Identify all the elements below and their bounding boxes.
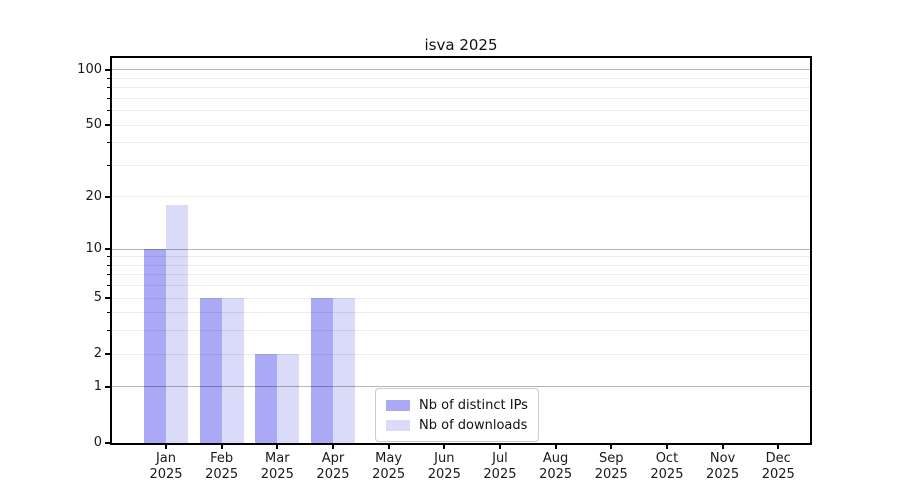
legend-label-distinct-ips: Nb of distinct IPs: [419, 397, 528, 413]
x-tick-mark: [276, 445, 279, 449]
bar-downloads-jan: [166, 205, 188, 443]
y-minor-tick-mark: [107, 142, 110, 144]
bar-downloads-apr: [332, 298, 355, 443]
y-tick-label: 20: [85, 188, 102, 204]
gridline-minor: [112, 110, 810, 112]
gridline-minor: [112, 274, 810, 276]
x-tick-label-jun: Jun 2025: [427, 451, 461, 482]
y-minor-tick-mark: [107, 196, 110, 198]
x-tick-mark: [165, 445, 167, 449]
x-tick-label-nov: Nov 2025: [706, 451, 740, 482]
y-minor-tick-mark: [107, 312, 110, 314]
x-tick-label-jan: Jan 2025: [149, 451, 183, 482]
x-tick-mark: [498, 445, 501, 449]
gridline-minor: [112, 97, 810, 99]
x-tick-mark: [777, 445, 780, 449]
y-minor-tick-mark: [107, 164, 110, 166]
y-tick-label: 50: [85, 117, 102, 133]
y-minor-tick-mark: [107, 87, 110, 89]
bar-distinct-ips-jan: [144, 249, 166, 443]
legend-swatch-distinct-ips: [386, 399, 410, 411]
x-tick-label-oct: Oct 2025: [650, 451, 684, 482]
gridline-minor: [112, 353, 810, 355]
gridline-minor: [112, 124, 810, 126]
legend-label-downloads: Nb of downloads: [419, 417, 528, 433]
gridline-minor: [112, 264, 810, 266]
x-tick-mark: [443, 445, 446, 449]
y-tick-label: 2: [93, 346, 102, 362]
x-tick-mark: [665, 445, 668, 449]
gridline-major: [112, 248, 810, 250]
y-minor-tick-mark: [107, 353, 110, 355]
gridline-major: [112, 69, 810, 71]
gridline-minor: [112, 312, 810, 314]
bar-distinct-ips-mar: [255, 354, 278, 443]
y-minor-tick-mark: [107, 274, 110, 276]
x-tick-label-aug: Aug 2025: [539, 451, 573, 482]
x-tick-mark: [331, 445, 334, 449]
chart-title: isva 2025: [424, 36, 498, 54]
gridline-minor: [112, 256, 810, 258]
y-tick-label: 1: [93, 378, 102, 394]
y-minor-tick-mark: [107, 285, 110, 287]
legend: Nb of distinct IPs Nb of downloads: [375, 388, 539, 442]
x-tick-label-sep: Sep 2025: [594, 451, 628, 482]
bar-distinct-ips-feb: [199, 298, 222, 443]
gridline-minor: [112, 87, 810, 89]
y-tick-mark: [105, 385, 110, 388]
x-tick-mark: [721, 445, 724, 449]
y-tick-label: 0: [93, 435, 102, 450]
plot-area: Nb of distinct IPs Nb of downloads: [110, 56, 812, 445]
legend-item-downloads: Nb of downloads: [386, 415, 528, 435]
y-minor-tick-mark: [107, 110, 110, 112]
x-tick-mark: [554, 445, 557, 449]
y-minor-tick-mark: [107, 97, 110, 99]
y-minor-tick-mark: [107, 124, 110, 126]
y-minor-tick-mark: [107, 264, 110, 266]
gridline-minor: [112, 164, 810, 166]
x-tick-mark: [220, 445, 223, 449]
y-minor-tick-mark: [107, 256, 110, 258]
gridline-minor: [112, 297, 810, 299]
gridline-minor: [112, 330, 810, 332]
x-tick-mark: [387, 445, 390, 449]
x-tick-label-may: May 2025: [372, 451, 406, 482]
y-tick-mark: [105, 68, 110, 71]
x-tick-label-mar: Mar 2025: [260, 451, 294, 482]
legend-item-distinct-ips: Nb of distinct IPs: [386, 395, 528, 415]
bar-downloads-feb: [221, 298, 244, 443]
y-tick-label: 10: [85, 241, 102, 257]
x-tick-label-apr: Apr 2025: [316, 451, 350, 482]
y-tick-label: 100: [77, 61, 102, 77]
y-minor-tick-mark: [107, 77, 110, 79]
x-tick-mark: [610, 445, 613, 449]
x-tick-label-dec: Dec 2025: [761, 451, 795, 482]
y-tick-label: 5: [93, 290, 102, 306]
bar-downloads-mar: [277, 354, 300, 443]
legend-swatch-downloads: [386, 419, 410, 431]
y-tick-mark: [105, 248, 110, 251]
y-minor-tick-mark: [107, 330, 110, 332]
y-tick-mark: [105, 442, 110, 444]
gridline-major: [112, 386, 810, 388]
gridline-minor: [112, 142, 810, 144]
x-tick-label-jul: Jul 2025: [483, 451, 517, 482]
gridline-minor: [112, 77, 810, 79]
gridline-minor: [112, 285, 810, 287]
bar-distinct-ips-apr: [310, 298, 333, 443]
gridline-minor: [112, 196, 810, 198]
y-minor-tick-mark: [107, 297, 110, 299]
x-tick-label-feb: Feb 2025: [205, 451, 239, 482]
